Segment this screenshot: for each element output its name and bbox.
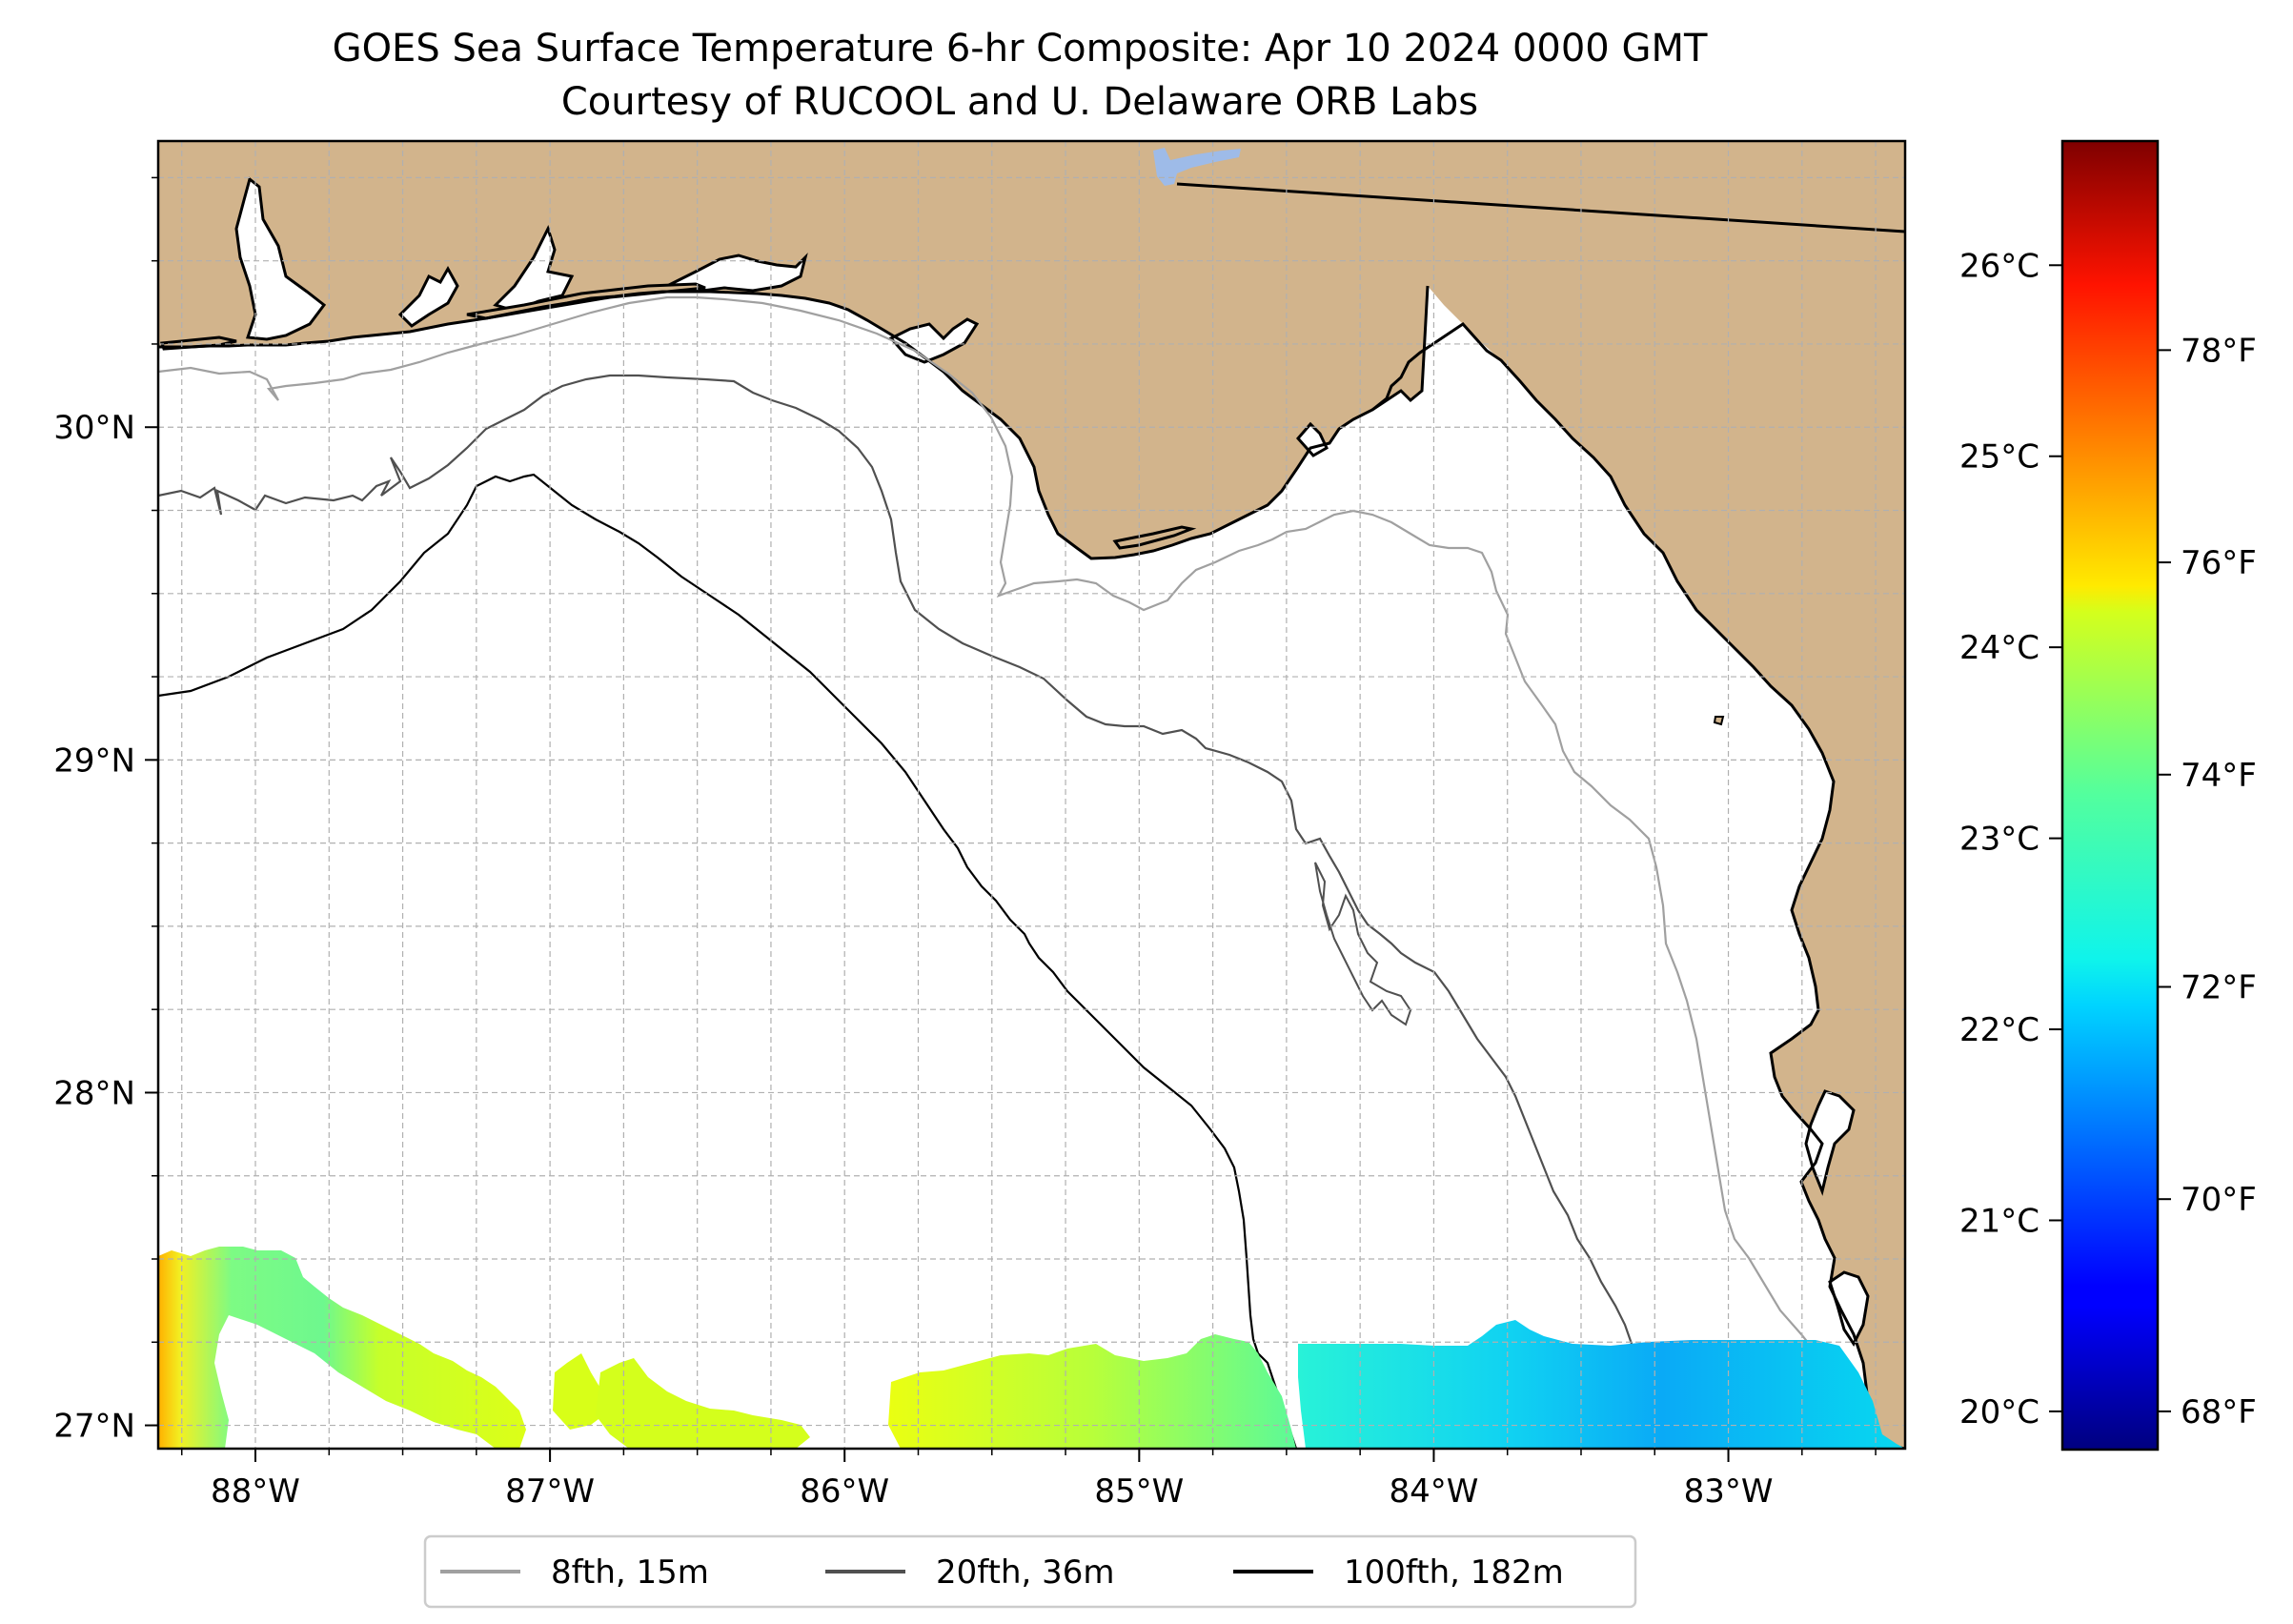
chart-title-line1: GOES Sea Surface Temperature 6-hr Compos… (333, 27, 1708, 71)
st-andrews-bay (662, 253, 808, 294)
map-frame (156, 139, 1907, 1451)
sst-swath-west (158, 1247, 526, 1449)
legend-label: 8fth, 15m (551, 1553, 709, 1592)
barrier-island-keys (1713, 716, 1725, 726)
lon-tick-label: 83°W (1684, 1472, 1774, 1511)
land-mass (158, 141, 1905, 1449)
lat-tick-label: 27°N (53, 1408, 135, 1446)
lat-tick-label: 30°N (53, 409, 135, 447)
celsius-tick-label: 25°C (1959, 438, 2039, 477)
fahrenheit-tick-label: 74°F (2181, 757, 2257, 795)
lon-tick-label: 88°W (211, 1472, 300, 1511)
sst-swath-west-tail (553, 1353, 610, 1430)
celsius-tick-label: 21°C (1959, 1202, 2039, 1240)
legend-label: 100fth, 182m (1344, 1553, 1564, 1592)
sst-swath-east (1298, 1320, 1905, 1449)
lon-tick-label: 85°W (1094, 1472, 1184, 1511)
colorbar-celsius-ticks: 20°C 21°C 22°C 23°C 24°C 25°C 26°C (1959, 247, 2062, 1431)
celsius-tick-label: 20°C (1959, 1393, 2039, 1431)
apalachicola-bay (888, 317, 980, 364)
chart-title-line2: Courtesy of RUCOOL and U. Delaware ORB L… (561, 80, 1478, 124)
legend-label: 20fth, 36m (936, 1553, 1115, 1592)
fahrenheit-tick-label: 72°F (2181, 968, 2257, 1006)
isobath-20fth-islands (1314, 862, 1412, 1026)
isobath-100fth (158, 473, 1298, 1449)
latitude-axis: 27°N 28°N 29°N 30°N (53, 409, 158, 1446)
lon-tick-label: 84°W (1389, 1472, 1478, 1511)
lake-seminole (1153, 148, 1241, 186)
pensacola-bay (397, 265, 459, 328)
celsius-tick-label: 23°C (1959, 821, 2039, 859)
celsius-tick-label: 22°C (1959, 1011, 2039, 1049)
longitude-axis: 88°W 87°W 86°W 85°W 84°W 83°W (211, 1449, 1773, 1511)
colorbar-gradient (2060, 139, 2160, 1451)
colorbar-fahrenheit-ticks: 68°F 70°F 72°F 74°F 76°F 78°F (2158, 332, 2257, 1431)
coastline-east (1371, 322, 1905, 1449)
colorbar: 20°C 21°C 22°C 23°C 24°C 25°C 26°C 68°F 70°F 72°… (1959, 139, 2257, 1451)
lon-tick-label: 87°W (505, 1472, 595, 1511)
lat-tick-label: 28°N (53, 1074, 135, 1112)
celsius-tick-label: 26°C (1959, 247, 2039, 285)
isobath-8fth (158, 295, 1874, 1449)
apalachee-bay-inlet (1296, 421, 1329, 457)
lon-tick-label: 86°W (800, 1472, 889, 1511)
sst-swath-mid-a (596, 1358, 810, 1449)
tampa-bay (1804, 1089, 1856, 1196)
coastline (158, 285, 1430, 560)
lat-tick-label: 29°N (53, 741, 135, 780)
barrier-island-st-george (1112, 525, 1197, 550)
legend-box (423, 1534, 1637, 1609)
fahrenheit-tick-label: 76°F (2181, 544, 2257, 582)
legend: 8fth, 15m 20fth, 36m 100fth, 182m (423, 1534, 1637, 1609)
fahrenheit-tick-label: 78°F (2181, 332, 2257, 370)
fahrenheit-tick-label: 70°F (2181, 1181, 2257, 1219)
gridlines (152, 141, 1905, 1455)
state-boundary (1176, 182, 1905, 233)
celsius-tick-label: 24°C (1959, 629, 2039, 667)
fahrenheit-tick-label: 68°F (2181, 1393, 2257, 1431)
charlotte-harbor (1828, 1270, 1870, 1347)
map-panel (158, 141, 1905, 1449)
isobath-20fth (158, 374, 1697, 1449)
mobile-bay (234, 176, 327, 341)
sst-swath-mid-b (888, 1334, 1296, 1449)
